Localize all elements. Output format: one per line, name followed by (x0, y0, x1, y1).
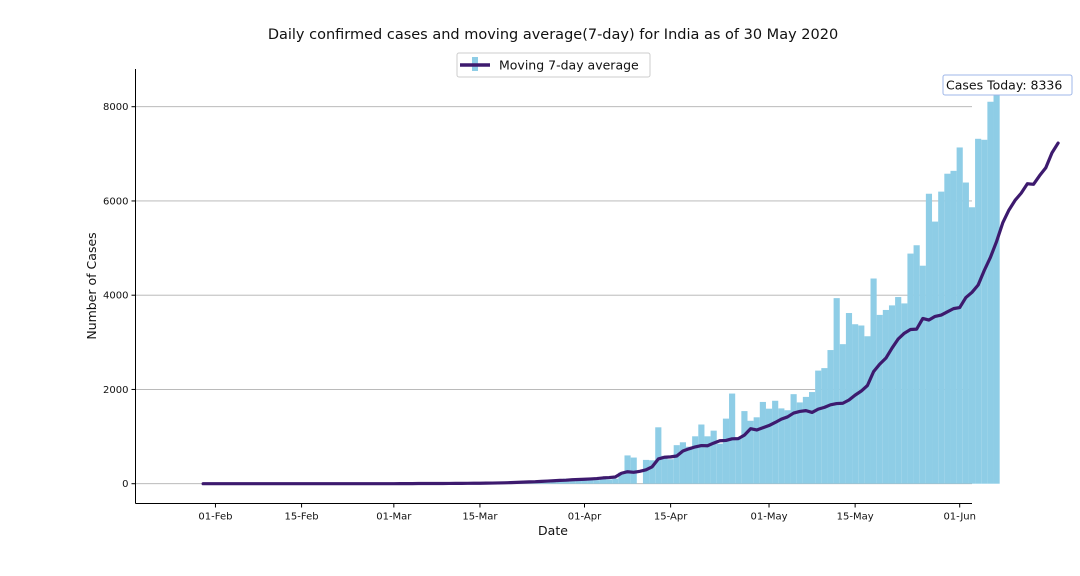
daily-case-bar (722, 418, 730, 484)
daily-case-bar (790, 394, 797, 484)
daily-case-bar (661, 455, 668, 484)
x-tick-label: 15-Feb (285, 512, 319, 523)
daily-case-bar (987, 101, 994, 484)
daily-case-bar (895, 297, 902, 484)
daily-case-bar (698, 424, 705, 484)
daily-case-bar (599, 477, 607, 484)
daily-case-bar (932, 221, 939, 484)
daily-cases-bars (200, 90, 1000, 484)
y-ticks: 0 2000 4000 6000 8000 (103, 102, 136, 490)
daily-case-bar (925, 193, 933, 484)
moving-average-line (201, 141, 1060, 486)
x-ticks: 01-Feb 15-Feb 01-Mar 15-Mar 01-Apr 15-Apr 01-M… (198, 503, 976, 523)
daily-case-bar (587, 478, 594, 484)
daily-case-bar (741, 411, 748, 484)
x-tick-label: 01-Apr (568, 512, 602, 523)
daily-case-bar (802, 396, 810, 484)
daily-case-bar (581, 479, 588, 484)
legend: Moving 7-day average (456, 52, 651, 78)
daily-case-bar (876, 314, 883, 484)
daily-case-bar (667, 459, 674, 484)
daily-case-bar (981, 139, 988, 484)
daily-case-bar (833, 298, 840, 484)
x-tick-label: 15-Mar (462, 512, 498, 523)
daily-case-bar (913, 245, 920, 484)
daily-case-bar (575, 480, 582, 484)
daily-case-bar (839, 344, 846, 484)
x-axis-label: Date (538, 523, 568, 538)
daily-case-bar (778, 408, 785, 484)
daily-case-bar (968, 207, 976, 484)
daily-case-bar (679, 442, 686, 484)
daily-case-bar (888, 305, 896, 484)
daily-case-bar (747, 420, 754, 484)
daily-case-bar (649, 460, 656, 484)
x-tick-label: 15-Apr (654, 512, 688, 523)
daily-case-bar (962, 182, 969, 484)
x-tick-label: 01-Feb (198, 512, 232, 523)
x-tick-label: 01-May (751, 512, 788, 523)
legend-label: Moving 7-day average (499, 58, 639, 73)
daily-case-bar (710, 430, 717, 484)
daily-case-bar (772, 400, 779, 484)
daily-case-bar (685, 446, 693, 484)
daily-case-bar (815, 370, 822, 484)
daily-case-bar (673, 445, 680, 484)
y-tick-label: 0 (122, 479, 128, 490)
today-annotation-box (942, 74, 1073, 96)
legend-frame (456, 52, 651, 78)
daily-case-bar (593, 480, 600, 484)
daily-case-bar (944, 173, 951, 484)
daily-case-bar (753, 417, 760, 484)
daily-case-bar (692, 436, 699, 484)
daily-case-bar (858, 325, 865, 484)
daily-case-bar (606, 479, 613, 484)
daily-case-bar (870, 278, 877, 484)
x-tick-label: 01-Mar (376, 512, 412, 523)
y-tick-label: 8000 (103, 102, 128, 113)
x-tick-label: 15-May (837, 512, 874, 523)
daily-case-bar (975, 138, 982, 484)
daily-case-bar (882, 309, 889, 484)
daily-case-bar (864, 336, 871, 484)
daily-case-bar (809, 392, 816, 484)
y-tick-label: 6000 (103, 196, 128, 207)
x-tick-label: 01-Jun (943, 512, 976, 523)
daily-case-bar (827, 350, 834, 484)
y-tick-label: 2000 (103, 385, 128, 396)
daily-case-bar (642, 459, 650, 484)
daily-case-bar (919, 265, 926, 484)
daily-case-bar (618, 472, 625, 484)
daily-case-bar (938, 191, 945, 484)
daily-case-bar (735, 438, 742, 484)
today-annotation: Cases Today: 8336 (942, 74, 1073, 96)
today-annotation-text: Cases Today: 8336 (946, 78, 1062, 93)
daily-case-bar (907, 253, 914, 484)
daily-case-bar (655, 427, 662, 484)
chart-title: Daily confirmed cases and moving average… (268, 27, 838, 43)
moving-average-series (201, 141, 1060, 486)
daily-case-bar (993, 90, 1000, 484)
daily-case-bar (956, 147, 963, 484)
daily-case-bar (901, 303, 908, 484)
daily-case-bar (784, 410, 791, 484)
daily-case-bar (704, 436, 711, 484)
daily-case-bar (950, 170, 957, 484)
y-axis-label: Number of Cases (84, 232, 99, 339)
daily-case-bar (569, 480, 576, 484)
daily-case-bar (852, 324, 859, 484)
daily-case-bar (630, 457, 637, 484)
daily-case-bar (796, 402, 803, 484)
daily-case-bar (716, 443, 723, 484)
daily-case-bar (759, 401, 766, 484)
y-tick-label: 4000 (103, 291, 128, 302)
daily-case-bar (765, 408, 773, 484)
daily-case-bar (821, 368, 828, 484)
axes (135, 69, 972, 504)
daily-case-bar (612, 478, 619, 484)
daily-case-bar (624, 455, 631, 484)
